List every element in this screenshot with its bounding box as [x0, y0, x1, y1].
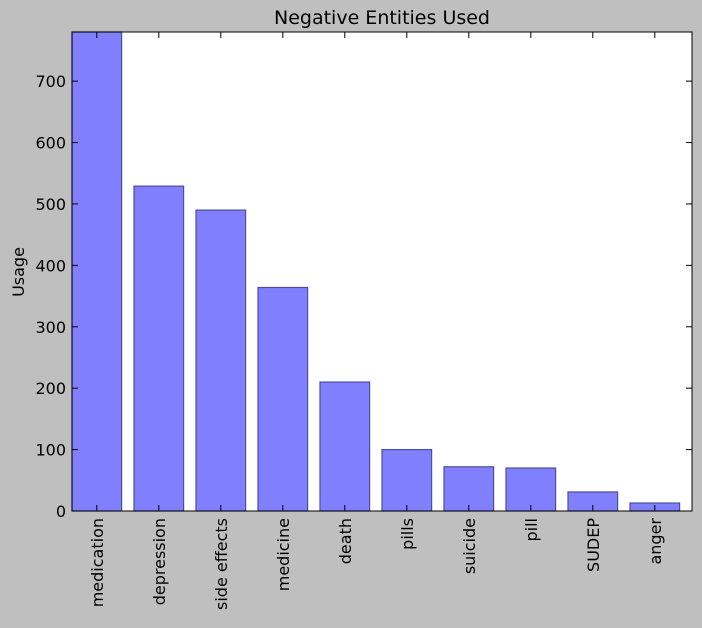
bar-pill — [505, 467, 557, 512]
x-tick-label: medicine — [274, 518, 293, 591]
x-tick-label: side effects — [212, 518, 231, 610]
bar-depression — [133, 185, 185, 512]
y-tick-label: 600 — [35, 134, 66, 153]
y-tick-label: 700 — [35, 72, 66, 91]
y-axis-ticks: 0 100 200 300 400 500 600 700 — [35, 72, 692, 521]
bar-series — [71, 31, 681, 512]
x-tick-label: SUDEP — [584, 518, 603, 572]
chart-title: Negative Entities Used — [274, 7, 490, 29]
x-tick-label: medication — [88, 518, 107, 607]
plot-frame — [71, 31, 693, 512]
x-tick-label: anger — [646, 518, 665, 565]
x-tick-label: depression — [150, 518, 169, 605]
y-tick-label: 0 — [56, 502, 66, 521]
y-tick-label: 400 — [35, 256, 66, 275]
x-axis-ticks: medication depression side effects medicine… — [88, 32, 665, 610]
y-tick-label: 500 — [35, 195, 66, 214]
x-tick-label: death — [336, 518, 355, 564]
bar-side-effects — [195, 209, 247, 512]
y-tick-label: 200 — [35, 379, 66, 398]
y-tick-label: 100 — [35, 441, 66, 460]
y-axis-label: Usage — [9, 247, 28, 297]
bar-death — [319, 381, 371, 512]
bar-pills — [381, 448, 433, 512]
bar-medicine — [257, 286, 309, 512]
x-tick-label: pills — [398, 518, 417, 550]
x-tick-label: pill — [522, 518, 541, 542]
bar-medication — [71, 31, 123, 512]
bar-suicide — [443, 466, 495, 512]
y-tick-label: 300 — [35, 318, 66, 337]
x-tick-label: suicide — [460, 518, 479, 574]
